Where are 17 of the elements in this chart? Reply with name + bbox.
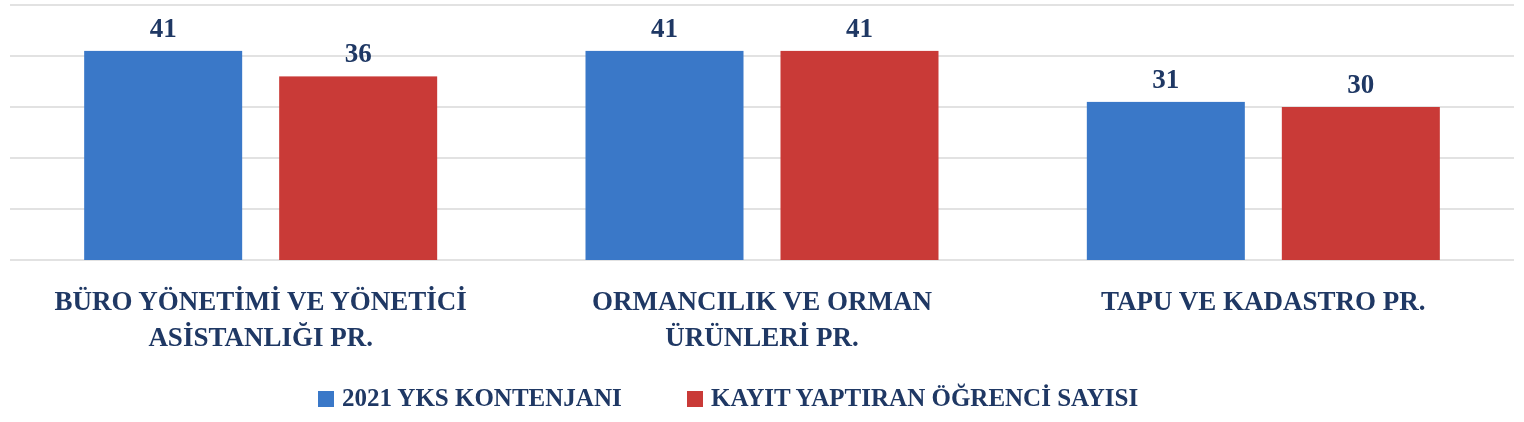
x-tick-label: ORMANCILIK VE ORMAN ÜRÜNLERİ PR. (591, 286, 933, 352)
bar (780, 50, 939, 260)
x-tick-label: BÜRO YÖNETİMİ VE YÖNETİCİ ASİSTANLIĞI PR. (54, 286, 467, 352)
bar (84, 50, 243, 260)
x-tick-label: TAPU VE KADASTRO PR. (1101, 286, 1426, 316)
data-label: 41 (651, 12, 678, 43)
bar (1086, 101, 1245, 260)
bar (279, 76, 438, 260)
legend-label: 2021 YKS KONTENJANI (342, 383, 622, 411)
bar (1281, 107, 1440, 260)
data-label: 30 (1347, 69, 1375, 99)
data-label: 31 (1152, 63, 1180, 94)
legend-label: KAYIT YAPTIRAN ÖĞRENCİ SAYISI (711, 382, 1139, 411)
bar (585, 50, 744, 260)
data-label: 41 (846, 12, 873, 43)
data-label: 36 (344, 38, 372, 69)
data-label: 41 (149, 12, 177, 43)
